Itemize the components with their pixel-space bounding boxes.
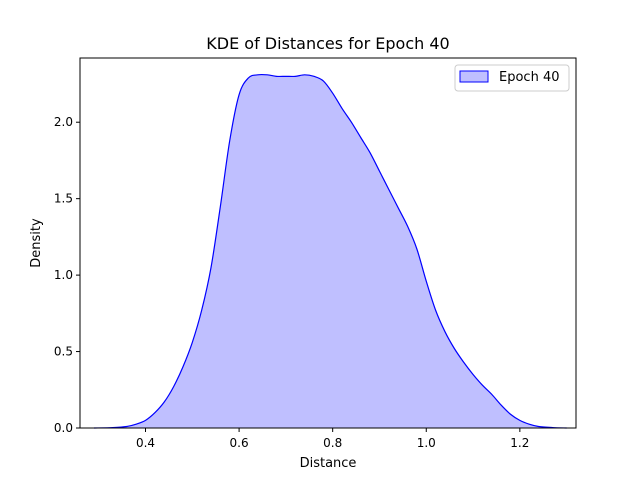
y-axis-label: Density xyxy=(29,218,44,268)
plot-frame xyxy=(79,57,577,429)
kde-area-fill xyxy=(94,74,567,429)
y-axis: 0.0 0.5 1.0 1.5 2.0 xyxy=(54,115,80,435)
kde-curve xyxy=(94,73,567,429)
x-tick-label: 1.0 xyxy=(417,436,436,450)
y-tick-label: 0.5 xyxy=(54,345,73,359)
legend-label: Epoch 40 xyxy=(499,70,559,85)
y-tick-label: 0.0 xyxy=(54,421,73,435)
x-tick-label: 0.6 xyxy=(230,436,249,450)
legend-swatch xyxy=(459,70,489,83)
x-tick-label: 0.4 xyxy=(136,436,155,450)
x-axis: 0.4 0.6 0.8 1.0 1.2 xyxy=(136,428,529,450)
x-tick-label: 0.8 xyxy=(323,436,342,450)
plot-area xyxy=(79,57,577,429)
x-tick-label: 1.2 xyxy=(510,436,529,450)
y-tick-label: 1.0 xyxy=(54,268,73,282)
x-axis-label: Distance xyxy=(300,456,357,471)
y-tick-label: 2.0 xyxy=(54,115,73,129)
legend: Epoch 40 xyxy=(454,64,570,92)
y-tick-label: 1.5 xyxy=(54,192,73,206)
chart-title: KDE of Distances for Epoch 40 xyxy=(206,34,449,53)
